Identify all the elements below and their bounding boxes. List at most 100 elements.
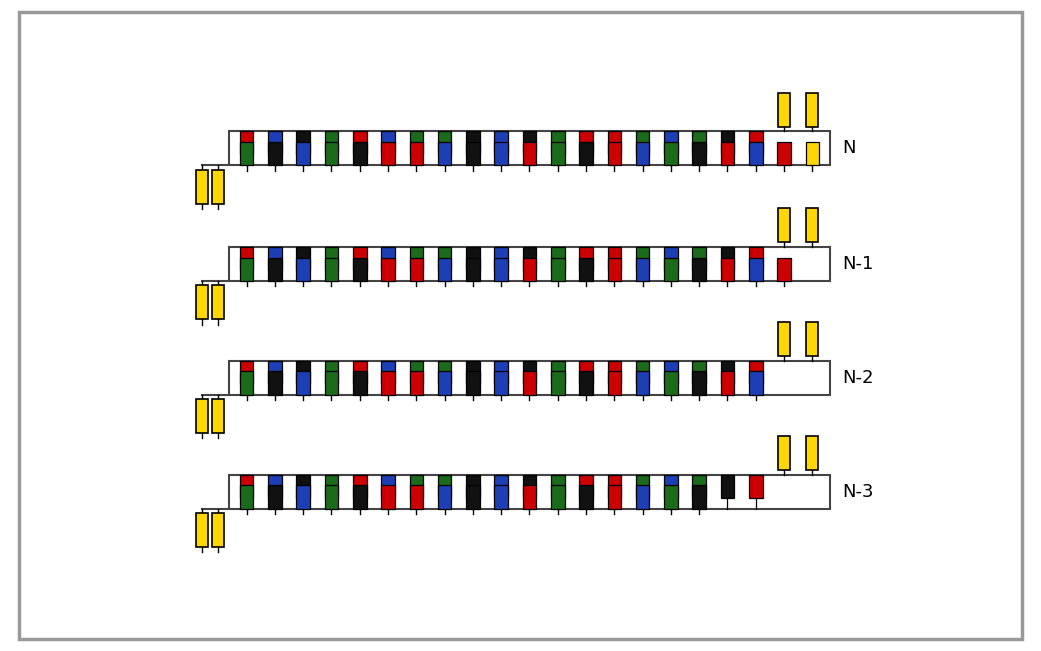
Bar (636, 142, 650, 165)
Bar (494, 372, 508, 395)
Bar (409, 372, 423, 395)
Bar (466, 258, 480, 281)
Bar (636, 361, 650, 384)
Bar (297, 486, 310, 508)
Bar (381, 475, 395, 498)
Bar (778, 208, 790, 242)
Bar (664, 486, 678, 508)
Bar (381, 372, 395, 395)
Bar (579, 132, 592, 154)
Bar (523, 372, 536, 395)
Bar (466, 475, 480, 498)
Bar (636, 258, 650, 281)
Bar (748, 475, 762, 498)
Bar (494, 361, 508, 384)
Bar (325, 372, 338, 395)
Bar (466, 142, 480, 165)
Bar (269, 486, 282, 508)
Bar (229, 475, 831, 508)
Bar (212, 285, 224, 319)
Bar (353, 132, 366, 154)
Bar (269, 475, 282, 498)
Bar (579, 486, 592, 508)
Bar (297, 361, 310, 384)
Bar (325, 142, 338, 165)
Bar (325, 361, 338, 384)
Bar (212, 513, 224, 547)
Bar (269, 372, 282, 395)
Bar (353, 142, 366, 165)
Bar (664, 247, 678, 270)
Bar (466, 247, 480, 270)
Bar (579, 372, 592, 395)
Bar (551, 361, 564, 384)
Bar (239, 475, 253, 498)
Bar (579, 142, 592, 165)
Bar (196, 285, 208, 319)
Bar (466, 486, 480, 508)
Bar (692, 258, 706, 281)
Bar (409, 142, 423, 165)
Bar (353, 475, 366, 498)
Bar (239, 132, 253, 154)
Bar (239, 247, 253, 270)
Bar (692, 361, 706, 384)
Bar (353, 486, 366, 508)
Bar (381, 247, 395, 270)
Bar (748, 361, 762, 384)
Bar (523, 258, 536, 281)
Bar (551, 486, 564, 508)
Bar (229, 132, 831, 165)
Bar (807, 208, 818, 242)
Bar (269, 258, 282, 281)
Bar (664, 132, 678, 154)
Bar (748, 372, 762, 395)
Text: N-2: N-2 (842, 368, 873, 387)
Bar (806, 142, 819, 165)
Bar (551, 132, 564, 154)
Bar (381, 361, 395, 384)
Bar (438, 361, 452, 384)
Bar (664, 361, 678, 384)
Bar (466, 361, 480, 384)
Bar (297, 142, 310, 165)
Bar (636, 372, 650, 395)
Bar (778, 436, 790, 470)
Bar (692, 132, 706, 154)
Bar (494, 247, 508, 270)
Bar (297, 247, 310, 270)
Bar (579, 361, 592, 384)
Bar (409, 361, 423, 384)
Bar (608, 142, 621, 165)
Bar (720, 475, 734, 498)
Bar (748, 132, 762, 154)
Bar (608, 486, 621, 508)
Bar (325, 247, 338, 270)
Bar (229, 247, 831, 281)
Bar (807, 92, 818, 127)
Bar (523, 361, 536, 384)
Bar (239, 258, 253, 281)
Bar (353, 247, 366, 270)
Bar (325, 258, 338, 281)
Bar (229, 361, 831, 395)
Bar (720, 361, 734, 384)
Bar (778, 142, 791, 165)
Bar (551, 247, 564, 270)
Bar (608, 475, 621, 498)
Bar (438, 247, 452, 270)
Bar (748, 142, 762, 165)
Bar (494, 475, 508, 498)
Bar (608, 372, 621, 395)
Bar (636, 132, 650, 154)
Bar (212, 399, 224, 433)
Bar (636, 475, 650, 498)
Bar (297, 258, 310, 281)
Bar (720, 142, 734, 165)
Bar (494, 142, 508, 165)
Bar (523, 475, 536, 498)
Bar (212, 170, 224, 204)
Bar (353, 372, 366, 395)
Bar (579, 258, 592, 281)
Bar (297, 475, 310, 498)
